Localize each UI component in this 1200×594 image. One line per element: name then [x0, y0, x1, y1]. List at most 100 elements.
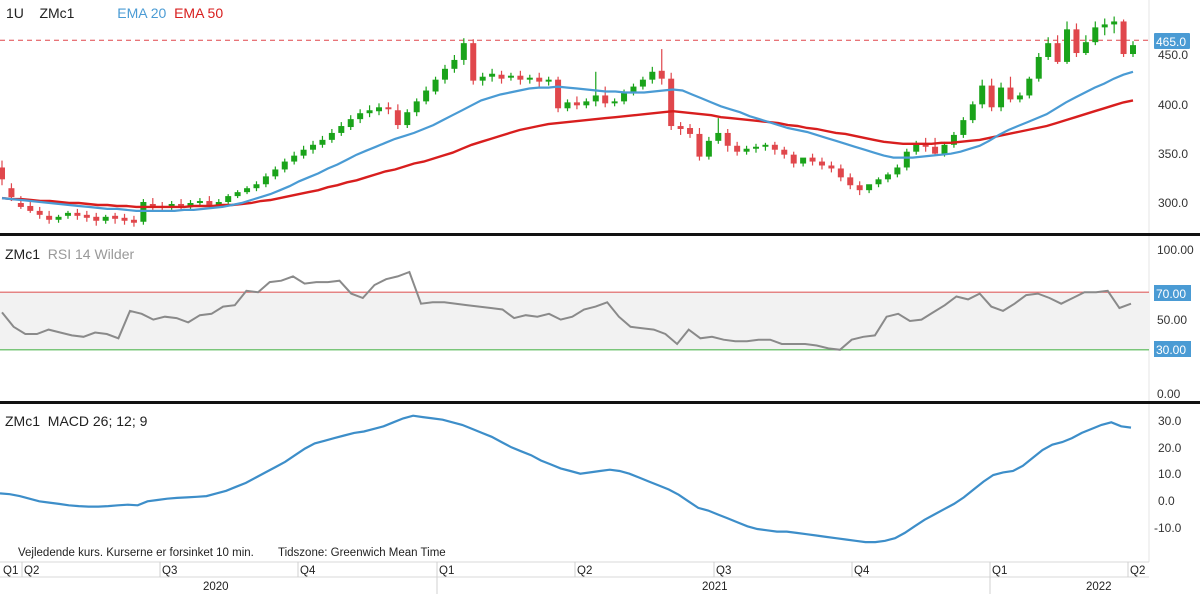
- candle-body: [705, 140, 712, 157]
- rsi-tick-label: 50.00: [1157, 313, 1187, 327]
- macd-axis: 30.0 20.0 10.0 0.0 -10.0: [1154, 414, 1182, 535]
- candle-body: [291, 155, 298, 162]
- candle-body: [1054, 43, 1061, 62]
- rsi-line: [1, 270, 1132, 351]
- macd-line: [0, 414, 1132, 544]
- candle-body: [215, 202, 222, 205]
- candle-body: [602, 95, 609, 104]
- candle-body: [611, 101, 618, 104]
- candle-body: [818, 161, 825, 166]
- ema20-legend[interactable]: EMA 20: [117, 5, 167, 21]
- candle-body: [262, 176, 269, 185]
- candle-body: [489, 73, 496, 77]
- candle-body: [856, 185, 863, 191]
- quarter-label: Q3: [716, 565, 731, 577]
- ema50-line: [1, 99, 1134, 209]
- quarter-label: Q3: [162, 565, 177, 577]
- candle-body: [753, 146, 759, 149]
- rsi-tick-label: 100.00: [1157, 243, 1194, 257]
- candle-body: [847, 177, 854, 186]
- price-tick-label: 450.0: [1158, 48, 1188, 62]
- candle-body: [1101, 24, 1108, 28]
- rsi-70-badge-bg: [1154, 285, 1191, 301]
- candle-body: [1111, 21, 1118, 25]
- price-panel-header: 1U ZMc1 EMA 20 EMA 50: [6, 5, 223, 21]
- candle-body: [950, 134, 957, 145]
- rsi-overbought-oversold-band: [0, 292, 1149, 350]
- delay-note: Vejledende kurs. Kurserne er forsinket 1…: [18, 547, 254, 559]
- candle-body: [498, 74, 505, 79]
- interval-label[interactable]: 1U: [6, 5, 24, 21]
- candle-body: [1035, 56, 1042, 79]
- candle-body: [93, 216, 100, 221]
- macd-panel-header: ZMc1 MACD 26; 12; 9: [5, 413, 147, 429]
- current-price-badge-bg: [1154, 33, 1190, 49]
- symbol-label[interactable]: ZMc1: [39, 5, 75, 21]
- candle-body: [27, 205, 34, 211]
- candle-body: [771, 144, 778, 150]
- macd-indicator-label[interactable]: MACD 26; 12; 9: [47, 413, 148, 429]
- price-tick-label: 350.0: [1158, 147, 1188, 161]
- candle-body: [687, 128, 694, 134]
- panel-separator-price-rsi: [0, 233, 1200, 236]
- quarter-label: Q4: [300, 565, 316, 577]
- candle-body: [743, 148, 750, 152]
- rsi-indicator-label[interactable]: RSI 14 Wilder: [47, 246, 135, 262]
- candle-body: [1073, 29, 1080, 54]
- candle-body: [168, 203, 175, 207]
- rsi-30-value: 30.00: [1156, 343, 1186, 357]
- rsi-tick-label: 0.00: [1157, 387, 1181, 401]
- ema50-legend[interactable]: EMA 50: [174, 5, 224, 21]
- candle-body: [979, 85, 986, 105]
- quarter-label: Q1: [439, 565, 454, 577]
- candle-body: [781, 149, 788, 155]
- candle-body: [432, 79, 439, 92]
- candle-body: [300, 149, 307, 156]
- candle-body: [1064, 29, 1071, 62]
- candle-body: [225, 196, 232, 203]
- candle-body: [357, 113, 364, 120]
- candle-body: [451, 59, 458, 69]
- candle-body: [507, 75, 514, 78]
- candle-body: [809, 157, 816, 162]
- candle-body: [536, 77, 543, 82]
- candle-body: [988, 85, 995, 108]
- candle-body: [112, 215, 119, 219]
- panel-separator-rsi-macd: [0, 401, 1200, 404]
- year-label: 2021: [702, 581, 728, 593]
- year-label: 2022: [1086, 581, 1112, 593]
- candle-body: [668, 78, 675, 127]
- macd-tick-label: 30.0: [1158, 414, 1182, 428]
- candle-body: [234, 192, 241, 197]
- candle-body: [55, 216, 62, 220]
- price-tick-label: 400.0: [1158, 98, 1188, 112]
- candle-body: [969, 104, 976, 121]
- candle-body: [649, 71, 656, 80]
- candle-body: [187, 203, 194, 206]
- rsi-70-badge: 70.00: [1154, 285, 1191, 301]
- quarter-label: Q2: [577, 565, 592, 577]
- current-price-value: 465.0: [1156, 35, 1186, 49]
- candle-body: [253, 184, 260, 189]
- candle-body: [837, 168, 844, 178]
- candle-body: [658, 70, 665, 79]
- candle-body: [319, 139, 326, 145]
- candle-body: [404, 112, 411, 126]
- candle-body: [884, 174, 891, 180]
- candle-body: [677, 126, 684, 129]
- candle-body: [555, 79, 562, 109]
- candle-body: [903, 151, 910, 168]
- candle-body: [244, 188, 251, 193]
- candle-body: [526, 77, 533, 80]
- macd-tick-label: 10.0: [1158, 467, 1182, 481]
- candle-body: [573, 102, 580, 106]
- candle-body: [0, 167, 5, 180]
- candle-body: [83, 214, 90, 218]
- candle-body: [206, 201, 213, 205]
- year-label: 2020: [203, 581, 229, 593]
- candle-body: [338, 126, 345, 133]
- candle-body: [1045, 43, 1052, 57]
- price-axis: 450.0 400.0 350.0 300.0: [1158, 48, 1188, 210]
- candle-body: [913, 143, 920, 152]
